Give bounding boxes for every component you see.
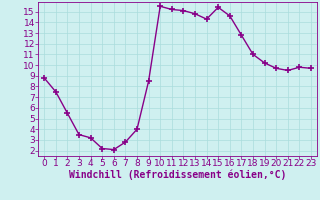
X-axis label: Windchill (Refroidissement éolien,°C): Windchill (Refroidissement éolien,°C) — [69, 170, 286, 180]
